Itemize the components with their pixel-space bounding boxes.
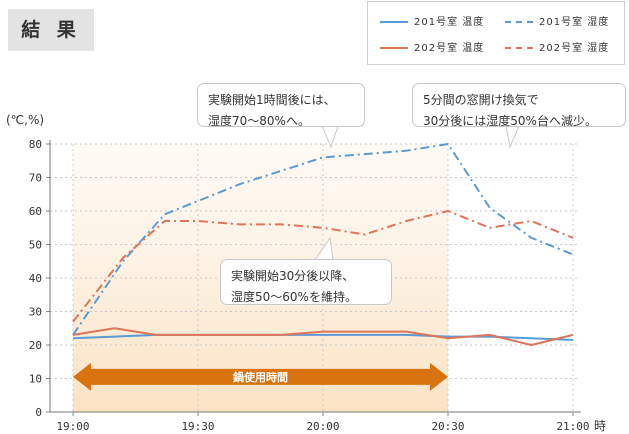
pot-usage-label: 鍋使用時間 — [233, 370, 288, 384]
y-tick-label: 70 — [29, 172, 42, 185]
title-box: 結 果 — [8, 9, 94, 51]
y-tick-label: 80 — [29, 138, 42, 151]
callout-start-tail — [321, 125, 339, 149]
callout-window-line1: 5分間の窓開け換気で — [423, 93, 539, 107]
y-axis-label: (℃,%) — [6, 113, 44, 127]
legend-swatch-202-temp — [380, 47, 408, 49]
callout-maintain-tail — [314, 236, 334, 261]
x-tick-label: 19:30 — [181, 420, 214, 433]
legend-label-201-temp: 201号室 温度 — [414, 17, 485, 28]
y-tick-label: 60 — [29, 205, 42, 218]
x-tick-label: 19:00 — [56, 420, 89, 433]
x-axis-label: 時 — [594, 419, 606, 433]
callout-maintain: 実験開始30分後以降、 湿度50〜60%を維持。 — [220, 259, 392, 305]
y-tick-label: 30 — [29, 306, 42, 319]
pot-usage-arrow — [73, 362, 448, 391]
y-tick-label: 0 — [35, 406, 42, 419]
callout-window-tail — [505, 125, 520, 149]
series-line-3 — [72, 327, 574, 346]
y-tick-label: 40 — [29, 272, 42, 285]
x-tick-label: 21:00 — [556, 420, 589, 433]
legend-swatch-202-humidity — [505, 47, 533, 49]
y-tick-label: 10 — [29, 373, 42, 386]
callout-start: 実験開始1時間後には、 湿度70〜80%へ。 — [197, 83, 365, 128]
callout-window-line2: 30分後には湿度50%台へ減少。 — [423, 114, 597, 128]
y-tick-label: 50 — [29, 239, 42, 252]
callout-start-line2: 湿度70〜80%へ。 — [208, 114, 310, 128]
x-tick-label: 20:30 — [431, 420, 464, 433]
legend-label-202-temp: 202号室 温度 — [414, 43, 485, 54]
page-title: 結 果 — [21, 19, 81, 41]
x-tick-label: 20:00 — [306, 420, 339, 433]
callout-window: 5分間の窓開け換気で 30分後には湿度50%台へ減少。 — [412, 83, 626, 128]
legend-label-201-humidity: 201号室 湿度 — [539, 17, 610, 28]
legend-label-202-humidity: 202号室 湿度 — [539, 43, 610, 54]
legend-swatch-201-humidity — [505, 21, 533, 23]
legend-swatch-201-temp — [380, 21, 408, 23]
series-line-4 — [72, 210, 574, 323]
callout-maintain-line1: 実験開始30分後以降、 — [231, 269, 355, 283]
chart-legend: 201号室 温度 201号室 湿度 202号室 温度 202号室 湿度 — [367, 1, 625, 65]
callout-start-line1: 実験開始1時間後には、 — [208, 93, 336, 107]
callout-maintain-line2: 湿度50〜60%を維持。 — [231, 290, 357, 304]
y-tick-label: 20 — [29, 339, 42, 352]
